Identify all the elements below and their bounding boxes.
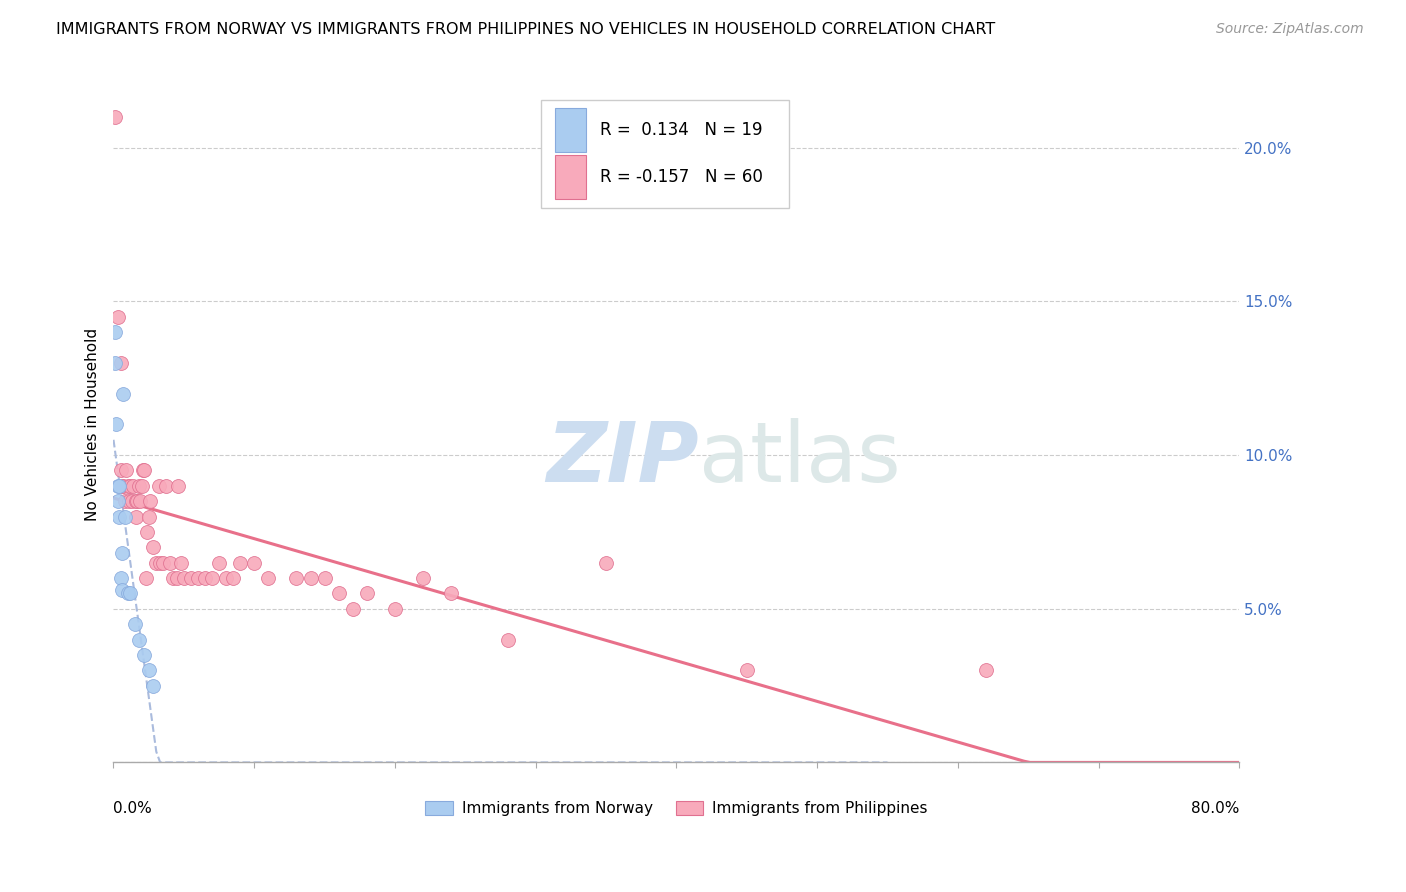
Point [384, 601, 406, 615]
Point [107, 494, 129, 508]
Point [173, 571, 195, 585]
Point [131, 479, 153, 493]
Point [121, 494, 143, 508]
Point [356, 586, 378, 600]
Point [111, 546, 134, 560]
FancyBboxPatch shape [555, 155, 586, 200]
Point [104, 110, 127, 124]
Point [134, 463, 156, 477]
Point [134, 648, 156, 662]
Point [159, 556, 181, 570]
Point [104, 325, 127, 339]
Point [110, 463, 132, 477]
Point [412, 571, 434, 585]
Text: ZIP: ZIP [547, 417, 699, 499]
Point [162, 571, 184, 585]
Point [155, 479, 177, 493]
Point [117, 479, 139, 493]
Point [120, 586, 142, 600]
Point [201, 571, 224, 585]
Point [120, 479, 142, 493]
Point [108, 509, 131, 524]
Point [124, 617, 146, 632]
Text: R = -0.157   N = 60: R = -0.157 N = 60 [600, 169, 762, 186]
Point [166, 571, 188, 585]
Point [104, 356, 127, 370]
Point [111, 479, 134, 493]
Point [111, 583, 134, 598]
Point [170, 556, 193, 570]
Point [138, 509, 160, 524]
Legend: Immigrants from Norway, Immigrants from Philippines: Immigrants from Norway, Immigrants from … [419, 795, 934, 822]
Text: Source: ZipAtlas.com: Source: ZipAtlas.com [1216, 22, 1364, 37]
Text: 80.0%: 80.0% [1191, 801, 1239, 816]
Point [243, 556, 266, 570]
Point [229, 556, 252, 570]
Text: 0.0%: 0.0% [114, 801, 152, 816]
Point [107, 479, 129, 493]
Text: atlas: atlas [699, 417, 901, 499]
Point [974, 663, 997, 677]
Point [595, 556, 617, 570]
Point [167, 479, 190, 493]
Point [139, 494, 162, 508]
Point [125, 494, 148, 508]
Y-axis label: No Vehicles in Household: No Vehicles in Household [86, 328, 100, 521]
Point [114, 509, 136, 524]
Point [127, 494, 149, 508]
Point [117, 586, 139, 600]
Point [299, 571, 322, 585]
Point [132, 463, 155, 477]
Point [285, 571, 308, 585]
Point [112, 479, 135, 493]
Point [208, 556, 231, 570]
Point [122, 479, 145, 493]
Point [128, 479, 150, 493]
Point [110, 356, 132, 370]
Point [135, 571, 157, 585]
Point [128, 632, 150, 647]
Point [496, 632, 519, 647]
Point [342, 601, 364, 615]
Point [112, 386, 135, 401]
Point [136, 524, 159, 539]
Point [222, 571, 245, 585]
Point [110, 571, 132, 585]
Point [108, 479, 131, 493]
Point [149, 556, 172, 570]
Point [118, 494, 141, 508]
FancyBboxPatch shape [541, 100, 789, 208]
Point [107, 310, 129, 324]
Point [314, 571, 336, 585]
Point [129, 494, 152, 508]
Point [328, 586, 350, 600]
Point [440, 586, 463, 600]
Point [257, 571, 280, 585]
Point [138, 663, 160, 677]
FancyBboxPatch shape [555, 108, 586, 152]
Point [735, 663, 758, 677]
Point [194, 571, 217, 585]
Point [152, 556, 174, 570]
Point [180, 571, 202, 585]
Point [142, 679, 165, 693]
Point [125, 509, 148, 524]
Point [142, 541, 165, 555]
Point [145, 556, 167, 570]
Point [215, 571, 238, 585]
Point [115, 463, 138, 477]
Point [148, 479, 170, 493]
Point [187, 571, 209, 585]
Text: IMMIGRANTS FROM NORWAY VS IMMIGRANTS FROM PHILIPPINES NO VEHICLES IN HOUSEHOLD C: IMMIGRANTS FROM NORWAY VS IMMIGRANTS FRO… [56, 22, 995, 37]
Point [105, 417, 128, 432]
Point [114, 494, 136, 508]
Text: R =  0.134   N = 19: R = 0.134 N = 19 [600, 120, 762, 139]
